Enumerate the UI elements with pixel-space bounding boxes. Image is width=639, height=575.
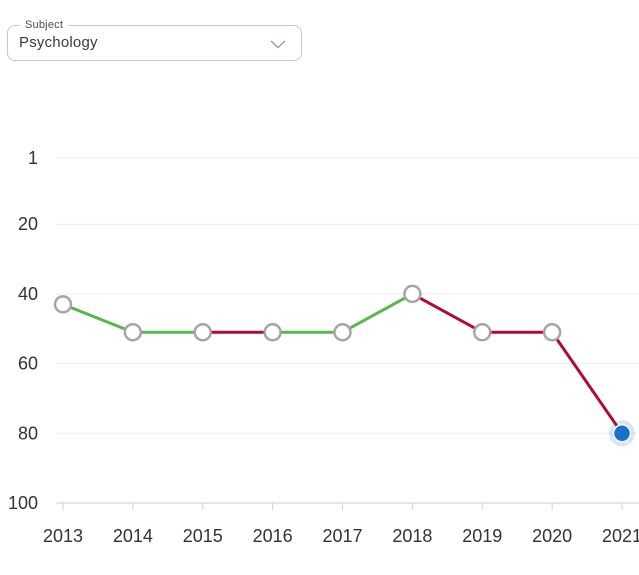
y-tick-label: 100 bbox=[8, 493, 38, 513]
data-point-2015[interactable] bbox=[193, 322, 212, 342]
data-point-2016[interactable] bbox=[263, 322, 282, 342]
line-segment bbox=[411, 292, 483, 334]
x-tick-label: 2021 bbox=[602, 526, 639, 546]
data-point-2014[interactable] bbox=[123, 322, 143, 342]
data-point-2013[interactable] bbox=[53, 295, 73, 314]
x-tick-label: 2013 bbox=[43, 526, 83, 546]
y-tick-label: 80 bbox=[18, 423, 38, 443]
line-segment bbox=[62, 302, 134, 334]
line-segment bbox=[341, 292, 414, 334]
data-point-2017[interactable] bbox=[333, 322, 352, 342]
y-tick-label: 60 bbox=[18, 354, 38, 374]
y-tick-label: 20 bbox=[18, 214, 38, 234]
x-tick-label: 2015 bbox=[183, 526, 223, 546]
x-tick-label: 2014 bbox=[113, 526, 153, 546]
subject-select-value: Psychology bbox=[19, 34, 98, 51]
y-tick-label: 40 bbox=[18, 284, 38, 304]
subject-select-label: Subject bbox=[20, 18, 69, 32]
chevron-down-icon bbox=[270, 40, 286, 49]
data-point-2018[interactable] bbox=[403, 284, 422, 304]
subject-select[interactable]: Subject Psychology bbox=[7, 18, 302, 61]
data-point-2020[interactable] bbox=[542, 322, 562, 342]
x-tick-label: 2019 bbox=[462, 526, 502, 546]
x-tick-label: 2018 bbox=[392, 526, 432, 546]
y-tick-label: 1 bbox=[28, 148, 38, 168]
x-tick-label: 2017 bbox=[322, 526, 362, 546]
x-tick-label: 2016 bbox=[253, 526, 293, 546]
data-point-2019[interactable] bbox=[473, 322, 492, 342]
x-tick-label: 2020 bbox=[532, 526, 572, 546]
data-point-2021[interactable] bbox=[612, 424, 632, 443]
line-segment bbox=[550, 331, 624, 435]
